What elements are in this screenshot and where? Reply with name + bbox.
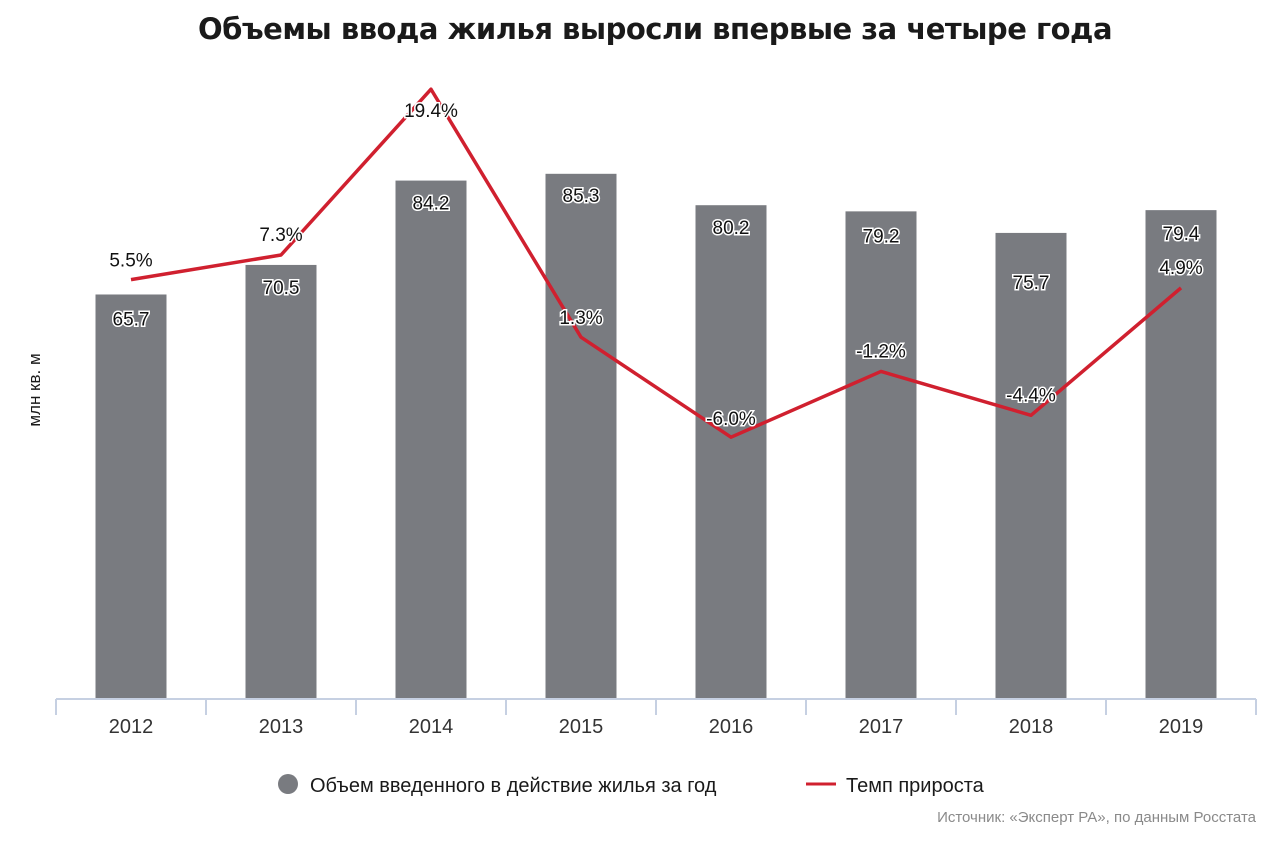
legend-line-label: Темп прироста [846, 775, 985, 797]
bar-value-label: 65.7 [113, 309, 150, 330]
x-tick-label: 2013 [259, 716, 304, 738]
y-axis-label: млн кв. м [25, 353, 44, 426]
x-tick-label: 2015 [559, 716, 604, 738]
line-value-label: 19.4% [404, 101, 458, 122]
line-value-label: -6.0% [706, 409, 756, 430]
line-value-label: 1.3% [559, 308, 602, 329]
growth-rate-line [130, 87, 1183, 439]
legend-bar-marker [278, 774, 298, 794]
chart-title: Объемы ввода жилья выросли впервые за че… [197, 12, 1113, 46]
line-value-label: 7.3% [259, 225, 302, 246]
source-note: Источник: «Эксперт РА», по данным Росста… [937, 809, 1257, 826]
bar-2016 [695, 205, 767, 699]
bar-value-label: 79.2 [863, 226, 900, 247]
x-tick-label: 2016 [709, 716, 754, 738]
line-value-label: 5.5% [109, 251, 152, 272]
x-tick-label: 2017 [859, 716, 904, 738]
bar-2018 [995, 232, 1067, 699]
bar-2014 [395, 180, 467, 700]
data-labels-layer: 65.7 70.5 84.2 85.3 80.2 79.2 75.7 79.4 5.5% 7.3%… [108, 100, 1204, 432]
bar-2019 [1145, 210, 1217, 699]
bars-layer [95, 173, 1217, 700]
bar-value-label: 85.3 [563, 186, 600, 207]
line-layer [130, 87, 1183, 439]
bar-2017 [845, 211, 917, 699]
line-value-label: 4.9% [1159, 258, 1202, 279]
x-tick-label: 2019 [1159, 716, 1204, 738]
line-value-label: -4.4% [1006, 385, 1056, 406]
bar-value-label: 79.4 [1163, 224, 1200, 245]
bar-2015 [545, 173, 617, 699]
bar-2013 [245, 264, 317, 699]
x-tick-label: 2018 [1009, 716, 1054, 738]
line-value-label: -1.2% [856, 341, 906, 362]
x-axis: 2012 2013 2014 2015 2016 2017 2018 2019 [55, 698, 1257, 738]
bar-value-label: 75.7 [1013, 273, 1050, 294]
legend-bar-label: Объем введенного в действие жилья за год [310, 775, 717, 797]
x-tick-label: 2014 [409, 716, 454, 738]
bar-value-label: 80.2 [713, 218, 750, 239]
bar-value-label: 70.5 [263, 278, 300, 299]
x-tick-label: 2012 [109, 716, 154, 738]
bar-2012 [95, 294, 167, 699]
bar-value-label: 84.2 [413, 194, 450, 215]
